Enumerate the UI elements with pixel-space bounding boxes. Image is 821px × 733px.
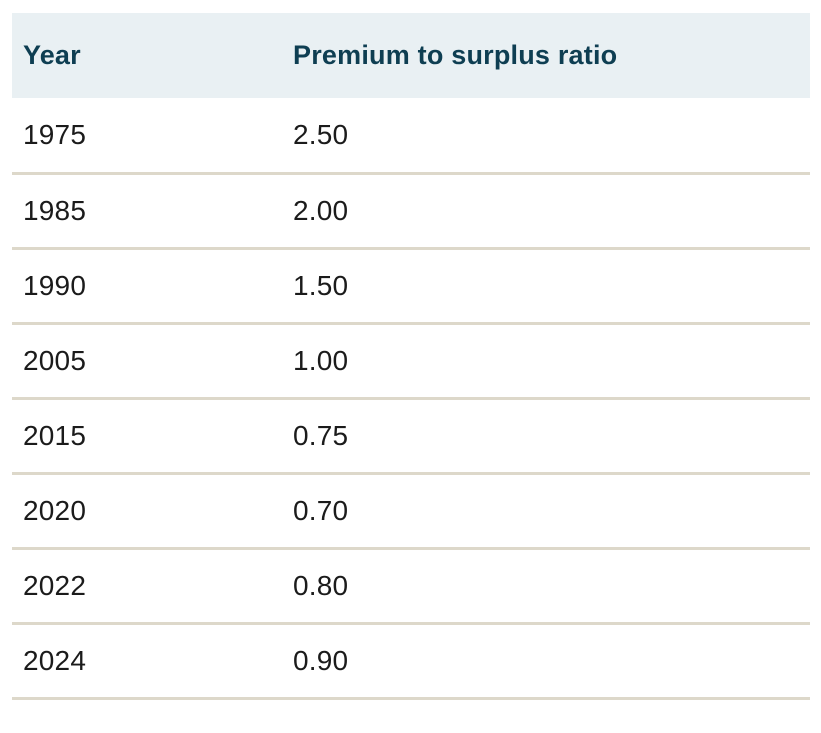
year-cell: 1990 [12,248,282,325]
premium-to-surplus-ratio-table: Year Premium to surplus ratio 1975 2.50 … [12,13,810,700]
table-row: 1975 2.50 [12,98,810,175]
ratio-cell: 0.70 [282,473,810,550]
ratio-cell: 2.50 [282,98,810,175]
year-column-header: Year [12,13,282,98]
premium-surplus-table-container: Year Premium to surplus ratio 1975 2.50 … [12,13,810,700]
header-row: Year Premium to surplus ratio [12,13,810,98]
ratio-cell: 0.80 [282,548,810,625]
table-row: 2022 0.80 [12,548,810,625]
table-row: 2015 0.75 [12,398,810,475]
ratio-cell: 0.75 [282,398,810,475]
ratio-cell: 1.50 [282,248,810,325]
year-cell: 2024 [12,623,282,700]
table-row: 1985 2.00 [12,173,810,250]
ratio-cell: 2.00 [282,173,810,250]
year-cell: 2020 [12,473,282,550]
table-row: 2020 0.70 [12,473,810,550]
table-row: 2024 0.90 [12,623,810,700]
year-cell: 2015 [12,398,282,475]
ratio-cell: 1.00 [282,323,810,400]
year-cell: 1985 [12,173,282,250]
ratio-cell: 0.90 [282,623,810,700]
year-cell: 2022 [12,548,282,625]
year-cell: 2005 [12,323,282,400]
ratio-column-header: Premium to surplus ratio [282,13,810,98]
table-row: 1990 1.50 [12,248,810,325]
table-row: 2005 1.00 [12,323,810,400]
year-cell: 1975 [12,98,282,175]
